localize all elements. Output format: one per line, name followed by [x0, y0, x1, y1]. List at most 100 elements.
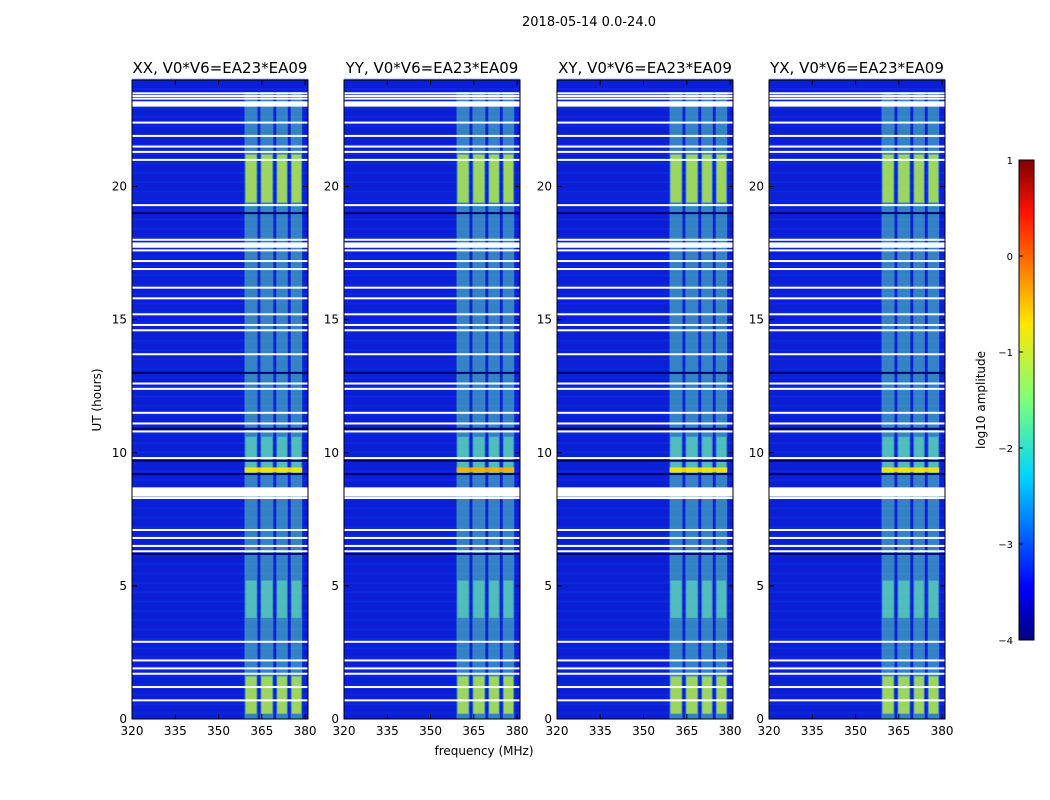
rfi-bright-block — [503, 676, 514, 714]
noise-row — [557, 647, 733, 650]
flagged-gap — [132, 487, 308, 497]
rfi-bright-block — [702, 436, 712, 475]
dark-row — [557, 371, 733, 374]
flagged-row — [769, 94, 945, 97]
noise-row — [344, 143, 520, 146]
noise-row — [557, 507, 733, 510]
noise-row — [769, 376, 945, 379]
noise-row — [769, 507, 945, 510]
noise-row — [557, 320, 733, 323]
flagged-row — [557, 97, 733, 100]
noise-row — [557, 237, 733, 240]
flagged-row — [132, 260, 308, 263]
flagged-row — [344, 92, 520, 95]
rfi-bright-block — [914, 436, 924, 475]
noise-row — [769, 106, 945, 109]
flagged-row — [344, 260, 520, 263]
noise-row — [132, 348, 308, 351]
flagged-row — [557, 382, 733, 385]
noise-row — [132, 199, 308, 202]
y-tick-label: 10 — [537, 446, 552, 460]
colorbar: 1 0 −1 −2 −3 −4 log10 amplitude — [974, 156, 1035, 647]
noise-row — [344, 675, 520, 678]
noise-row — [769, 581, 945, 584]
flagged-row — [557, 387, 733, 390]
flagged-row — [557, 158, 733, 161]
flagged-row — [344, 94, 520, 97]
x-tick-label: 350 — [207, 724, 230, 738]
noise-row — [132, 153, 308, 156]
flagged-gap — [132, 242, 308, 248]
noise-row — [557, 572, 733, 575]
noise-row — [769, 311, 945, 314]
noise-row — [344, 199, 520, 202]
flagged-row — [557, 411, 733, 414]
dark-row — [769, 459, 945, 462]
noise-row — [557, 358, 733, 361]
noise-row — [557, 665, 733, 668]
noise-row — [132, 386, 308, 389]
rfi-bright-block — [489, 154, 499, 203]
rfi-sub-band — [276, 92, 288, 719]
dark-row — [769, 212, 945, 215]
flagged-row — [769, 145, 945, 148]
noise-row — [344, 507, 520, 510]
x-axis-label: frequency (MHz) — [434, 744, 533, 758]
rfi-bright-block — [716, 676, 727, 714]
rfi-bright-block — [882, 154, 894, 203]
y-tick-label: 15 — [749, 313, 764, 327]
noise-row — [557, 684, 733, 687]
flagged-row — [769, 260, 945, 263]
flagged-row — [557, 353, 733, 356]
flagged-row — [132, 699, 308, 702]
noise-row — [557, 693, 733, 696]
noise-row — [132, 311, 308, 314]
flagged-row — [769, 268, 945, 271]
noise-row — [557, 143, 733, 146]
flagged-row — [769, 672, 945, 675]
y-tick-label: 20 — [112, 180, 127, 194]
colorbar-tick-label: −1 — [998, 348, 1013, 359]
noise-row — [769, 525, 945, 528]
noise-row — [132, 265, 308, 268]
flagged-row — [557, 544, 733, 547]
noise-row — [344, 563, 520, 566]
flagged-row — [769, 158, 945, 161]
rfi-bright-block — [882, 676, 894, 714]
noise-row — [344, 218, 520, 221]
noise-row — [557, 675, 733, 678]
noise-row — [344, 283, 520, 286]
noise-row — [557, 255, 733, 258]
colorbar-tick-label: 0 — [1007, 252, 1013, 263]
noise-row — [344, 535, 520, 538]
flagged-row — [557, 92, 733, 95]
flagged-row — [557, 667, 733, 670]
noise-row — [769, 563, 945, 566]
flagged-row — [557, 323, 733, 326]
dark-row — [769, 473, 945, 476]
noise-row — [557, 432, 733, 435]
flagged-gap — [769, 101, 945, 107]
noise-row — [344, 581, 520, 584]
noise-row — [769, 637, 945, 640]
noise-row — [132, 442, 308, 445]
rfi-bright-block — [291, 580, 302, 618]
flagged-row — [132, 268, 308, 271]
flagged-row — [132, 659, 308, 662]
noise-row — [769, 293, 945, 295]
flagged-row — [557, 457, 733, 460]
x-tick-label: 350 — [419, 724, 442, 738]
flagged-row — [132, 353, 308, 356]
flagged-row — [557, 286, 733, 289]
noise-row — [769, 218, 945, 221]
panel-yy: YY, V0*V6=EA23*EA09 320 335 350 365 380 0 5 10 15… — [324, 59, 529, 738]
rfi-bright-block — [928, 580, 939, 618]
flagged-row — [557, 699, 733, 702]
rfi-bright-block — [473, 580, 485, 618]
rfi-bright-block — [898, 154, 910, 203]
noise-row — [344, 153, 520, 156]
noise-row — [557, 311, 733, 314]
noise-row — [344, 320, 520, 323]
x-tick-label: 350 — [844, 724, 867, 738]
noise-row — [557, 227, 733, 230]
